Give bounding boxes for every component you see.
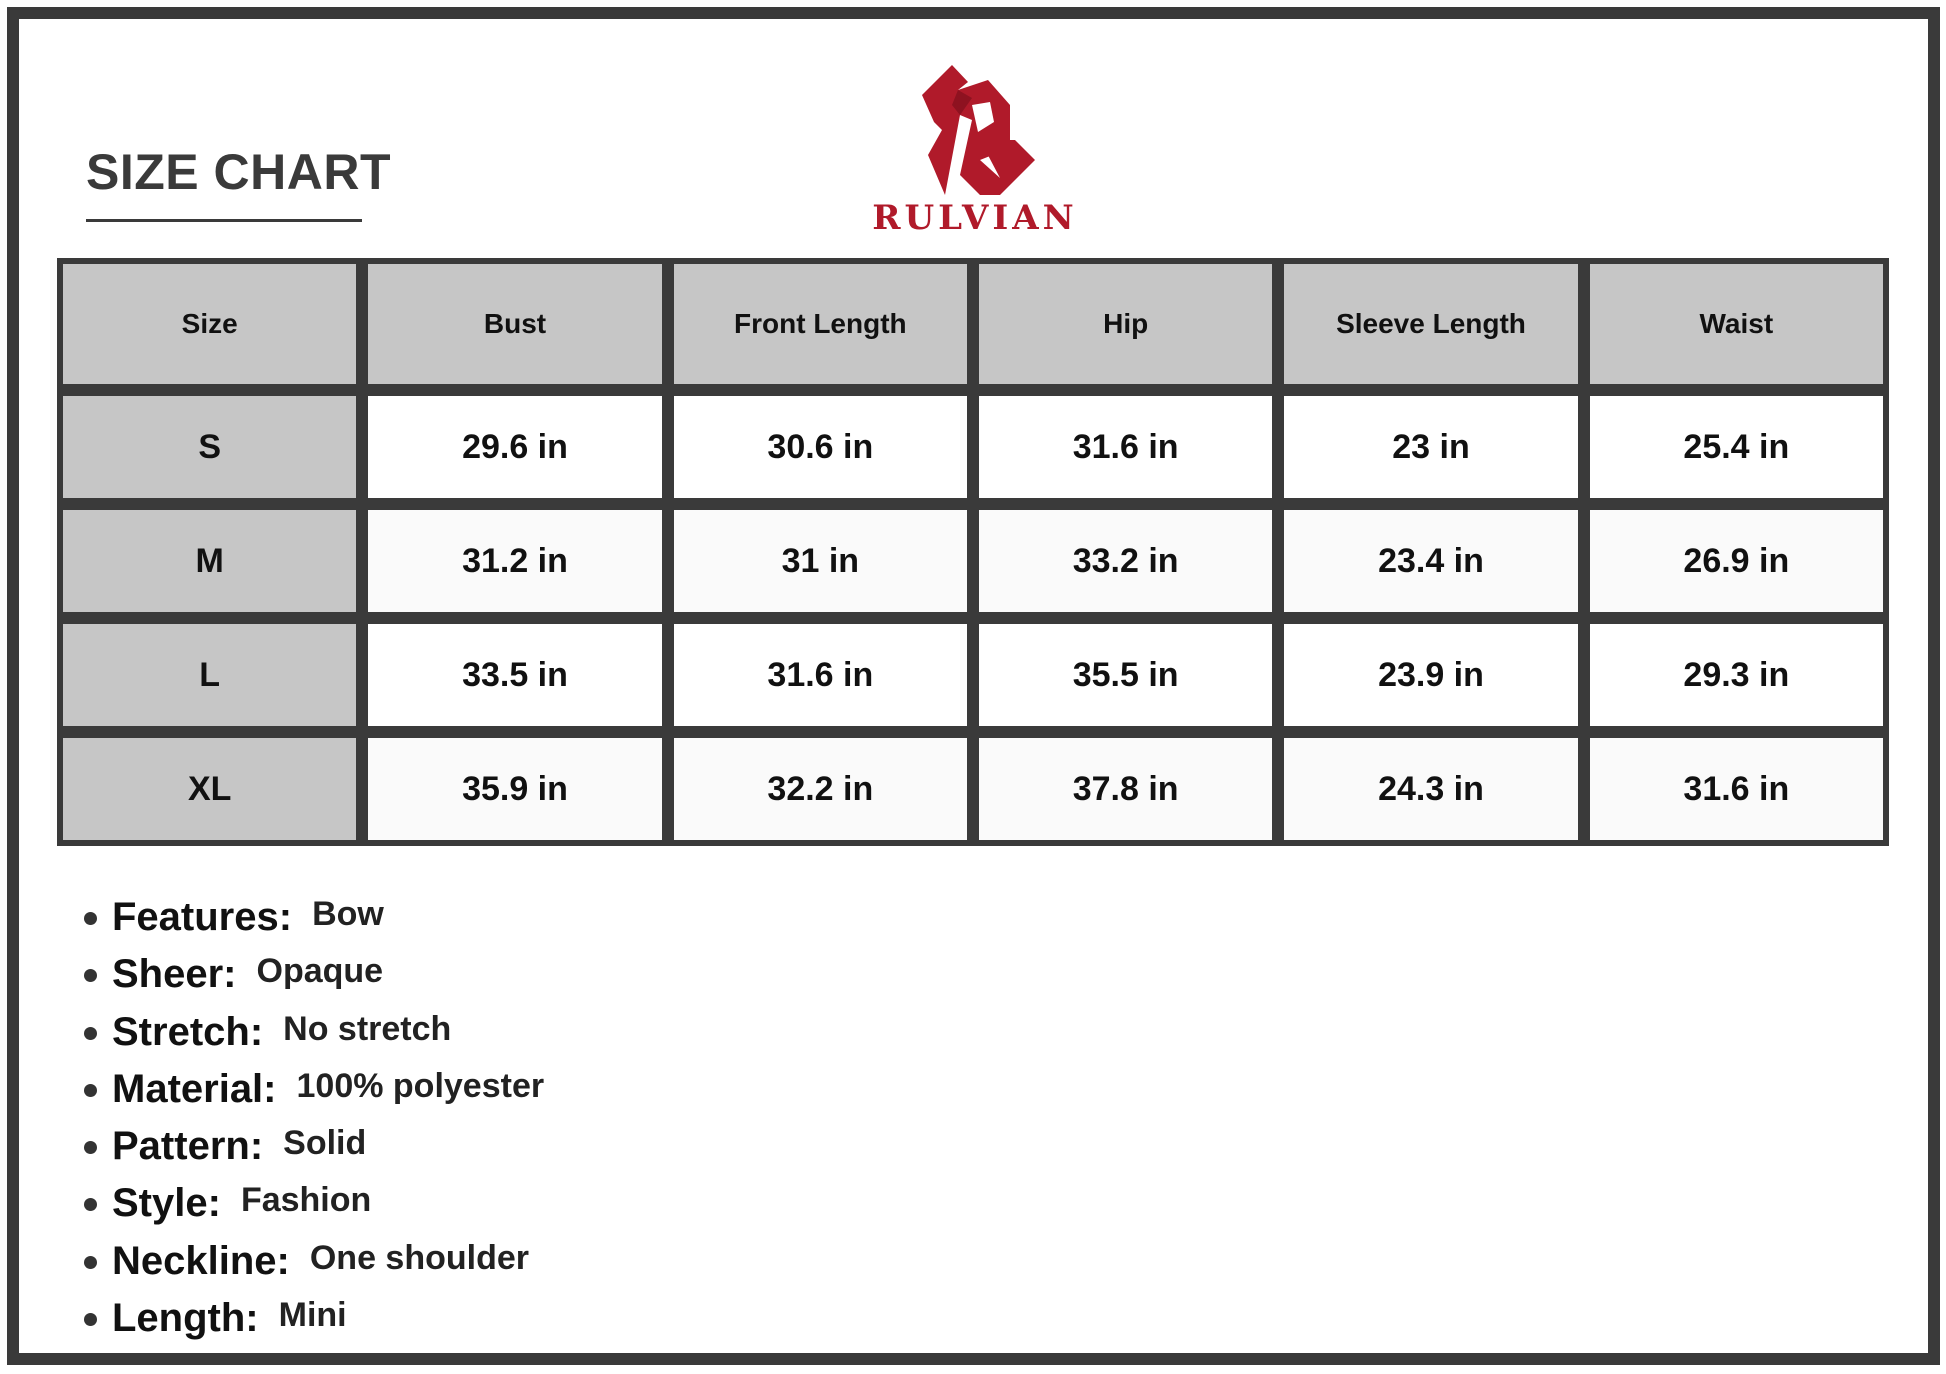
header-waist: Waist: [1589, 264, 1883, 384]
cell-waist: 25.4 in: [1589, 396, 1883, 498]
cell-bust: 29.6 in: [368, 396, 662, 498]
page-title: SIZE CHART: [86, 144, 391, 200]
size-table: Size Bust Front Length Hip Sleeve Length…: [57, 258, 1889, 846]
cell-front-length: 32.2 in: [673, 738, 967, 840]
bullet-icon: [84, 1198, 97, 1212]
feature-value: 100% polyester: [296, 1066, 545, 1105]
bullet-icon: [84, 1141, 97, 1155]
cell-front-length: 31 in: [673, 510, 967, 612]
cell-waist: 26.9 in: [1589, 510, 1883, 612]
feature-label: Length:: [112, 1296, 259, 1341]
feature-item: Pattern: Solid: [84, 1124, 544, 1181]
features-list: Features: Bow Sheer: Opaque Stretch: No stret…: [84, 895, 544, 1353]
feature-value: Opaque: [256, 952, 384, 991]
title-underline: [86, 219, 362, 222]
feature-label: Style:: [112, 1181, 221, 1226]
feature-item: Neckline: One shoulder: [84, 1239, 544, 1296]
bullet-icon: [84, 1313, 97, 1327]
feature-item: Sheer: Opaque: [84, 952, 544, 1009]
cell-bust: 35.9 in: [368, 738, 662, 840]
feature-item: Style: Fashion: [84, 1181, 544, 1238]
bullet-icon: [84, 969, 97, 983]
feature-item: Features: Bow: [84, 895, 544, 952]
feature-value: Solid: [283, 1124, 367, 1163]
cell-hip: 31.6 in: [979, 396, 1273, 498]
cell-hip: 35.5 in: [979, 624, 1273, 726]
cell-front-length: 30.6 in: [673, 396, 967, 498]
brand-name: RULVIAN: [872, 198, 1078, 238]
feature-label: Features:: [112, 895, 293, 939]
cell-sleeve-length: 23 in: [1284, 396, 1578, 498]
feature-label: Material:: [112, 1066, 277, 1111]
feature-value: One shoulder: [309, 1238, 529, 1277]
cell-bust: 33.5 in: [368, 624, 662, 726]
feature-label: Sheer:: [112, 952, 237, 997]
cell-size: S: [63, 396, 357, 498]
cell-waist: 31.6 in: [1589, 738, 1883, 840]
header-bust: Bust: [368, 264, 662, 384]
cell-hip: 37.8 in: [979, 738, 1273, 840]
bullet-icon: [84, 1255, 97, 1269]
feature-label: Neckline:: [112, 1238, 290, 1283]
feature-label: Stretch:: [112, 1009, 264, 1054]
cell-size: M: [63, 510, 357, 612]
page-frame: [7, 7, 1940, 1365]
cell-front-length: 31.6 in: [673, 624, 967, 726]
header-hip: Hip: [979, 264, 1273, 384]
header-size: Size: [63, 264, 357, 384]
cell-hip: 33.2 in: [979, 510, 1273, 612]
bullet-icon: [84, 1083, 97, 1097]
cell-sleeve-length: 23.9 in: [1284, 624, 1578, 726]
cell-sleeve-length: 24.3 in: [1284, 738, 1578, 840]
cell-waist: 29.3 in: [1589, 624, 1883, 726]
bullet-icon: [84, 1026, 97, 1040]
header-front-length: Front Length: [673, 264, 967, 384]
bullet-icon: [84, 912, 97, 925]
cell-size: L: [63, 624, 357, 726]
feature-item: Material: 100% polyester: [84, 1067, 544, 1124]
feature-value: Bow: [312, 895, 384, 933]
cell-size: XL: [63, 738, 357, 840]
brand-logo: RULVIAN: [850, 60, 1100, 240]
feature-item: Stretch: No stretch: [84, 1010, 544, 1067]
cell-bust: 31.2 in: [368, 510, 662, 612]
feature-value: Mini: [278, 1296, 347, 1335]
feature-value: Fashion: [240, 1181, 372, 1220]
logo-r-icon: [922, 65, 1035, 205]
feature-value: No stretch: [283, 1009, 452, 1048]
feature-item: Length: Mini: [84, 1296, 544, 1353]
cell-sleeve-length: 23.4 in: [1284, 510, 1578, 612]
feature-label: Pattern:: [112, 1124, 264, 1169]
header-sleeve-length: Sleeve Length: [1284, 264, 1578, 384]
